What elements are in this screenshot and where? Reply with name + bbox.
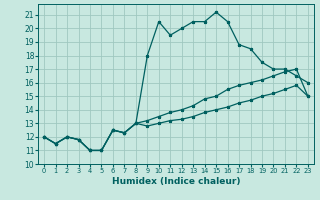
X-axis label: Humidex (Indice chaleur): Humidex (Indice chaleur) — [112, 177, 240, 186]
